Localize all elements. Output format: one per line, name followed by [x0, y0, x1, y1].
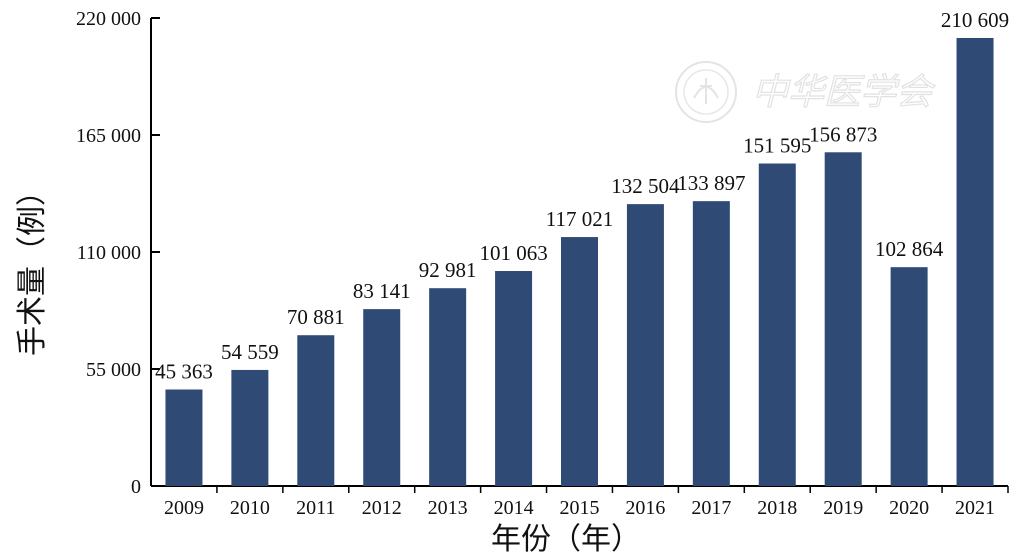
- bar-value-label: 102 864: [875, 237, 944, 261]
- y-tick-label: 0: [131, 476, 141, 498]
- x-axis-title: 年份（年）: [491, 523, 641, 556]
- bar-value-label: 133 897: [677, 171, 745, 195]
- bar: [758, 163, 796, 486]
- bar: [363, 309, 401, 486]
- x-tick-label: 2016: [625, 497, 665, 519]
- x-tick-label: 2014: [494, 497, 534, 519]
- bar-value-label: 45 363: [155, 360, 213, 384]
- bar-value-label: 156 873: [809, 122, 877, 146]
- bar-value-label: 101 063: [479, 241, 547, 265]
- bar: [165, 389, 203, 486]
- x-tick-label: 2015: [560, 497, 600, 519]
- x-tick-label: 2018: [757, 497, 797, 519]
- bar-value-label: 210 609: [941, 8, 1009, 32]
- x-tick-label: 2017: [691, 497, 731, 519]
- bar: [561, 237, 598, 486]
- bar-value-label: 151 595: [743, 134, 811, 158]
- bar-value-label: 117 021: [546, 207, 613, 231]
- watermark: 中华医学会: [675, 61, 937, 123]
- bar-value-label: 132 504: [611, 174, 680, 198]
- bar-value-label: 92 981: [419, 258, 477, 282]
- x-tick-label: 2011: [296, 497, 335, 519]
- x-tick-label: 2019: [823, 497, 863, 519]
- bar-value-label: 70 881: [287, 305, 345, 329]
- y-tick-label: 220 000: [76, 8, 141, 30]
- bar: [429, 288, 467, 486]
- watermark-text: 中华医学会: [752, 72, 936, 113]
- bar: [890, 267, 928, 486]
- bar: [231, 369, 269, 486]
- bars: [165, 37, 994, 487]
- bar: [626, 204, 664, 486]
- bar: [297, 335, 335, 486]
- x-tick-label: 2010: [230, 497, 270, 519]
- bar: [495, 271, 533, 486]
- y-axis: 0 55 000 110 000 165 000 220 000: [76, 8, 160, 498]
- x-tick-label: 2012: [362, 497, 402, 519]
- y-tick-label: 55 000: [86, 359, 141, 381]
- bar-value-label: 54 559: [221, 340, 279, 364]
- x-tick-label: 2020: [889, 497, 929, 519]
- bar: [824, 152, 862, 487]
- y-tick-label: 110 000: [77, 242, 141, 264]
- x-tick-label: 2021: [955, 497, 995, 519]
- bar: [956, 37, 994, 486]
- x-axis: 2009 2010 2011 2012 2013 2014 2015 2016 2017 2018…: [151, 485, 1009, 519]
- y-tick-label: 165 000: [76, 125, 141, 147]
- society-seal-icon: [675, 61, 737, 123]
- x-tick-label: 2009: [164, 497, 204, 519]
- x-tick-label: 2013: [428, 497, 468, 519]
- bar: [692, 201, 730, 487]
- y-axis-title: 手术量（例）: [16, 176, 49, 356]
- bar-value-label: 83 141: [353, 279, 411, 303]
